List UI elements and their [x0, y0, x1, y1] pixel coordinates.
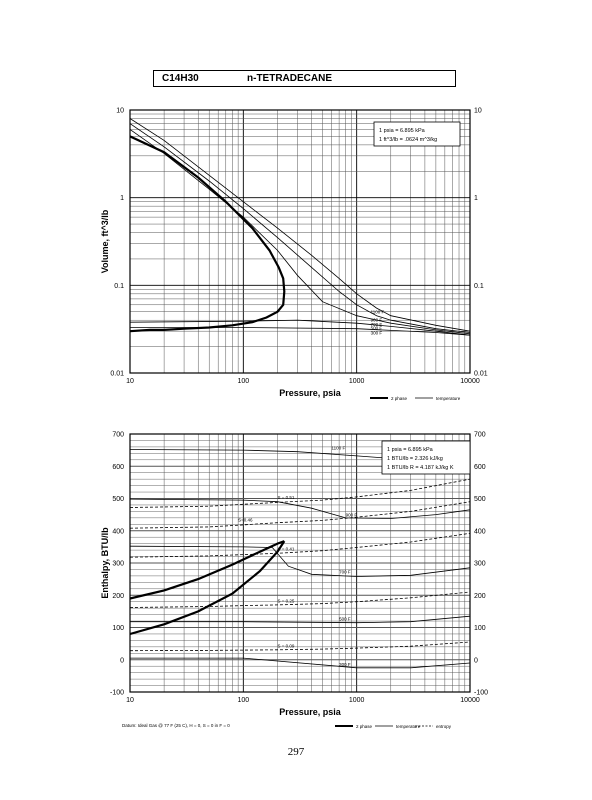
x-tick-label: 10000: [460, 697, 480, 704]
y-tick-label: 1: [120, 195, 124, 202]
series-500-f: [130, 615, 471, 624]
datum-footnote: Datum: Ideal Gas @ 77 F (25 C), H = 0, S…: [122, 723, 230, 728]
curve-label: 1100 F: [332, 446, 346, 451]
series-s-0-41: [129, 532, 471, 558]
x-axis-label: Pressure, psia: [279, 388, 342, 398]
y-tick-label: 100: [112, 625, 124, 632]
series-700-f: [129, 129, 471, 335]
series-2-phase-lower: [129, 540, 286, 636]
y-tick-label-right: 100: [474, 625, 486, 632]
series-300-f: [130, 657, 471, 669]
y-tick-label: 700: [112, 432, 124, 439]
y-tick-label-right: 600: [474, 464, 486, 471]
curve-label: S = 0.41: [277, 546, 294, 551]
chemical-formula: C14H30: [162, 73, 199, 84]
legend-label: temperature: [396, 724, 421, 729]
conversion-note-box: [381, 440, 471, 475]
y-tick-label-right: 10: [474, 108, 482, 115]
y-tick-label-right: 400: [474, 528, 486, 535]
y-tick-label-right: 500: [474, 496, 486, 503]
header-title-box: C14H30 n-TETRADECANE: [153, 70, 456, 87]
y-tick-label: 200: [112, 593, 124, 600]
series-1100-f: [129, 118, 471, 332]
y-tick-label: -100: [110, 690, 124, 697]
x-tick-label: 1000: [349, 697, 365, 704]
y-tick-label-right: -100: [474, 690, 488, 697]
series-300-f: [130, 327, 471, 336]
series-900-f: [129, 123, 471, 333]
y-tick-label: 300: [112, 561, 124, 568]
plot-frame: [129, 433, 471, 693]
series-2-phase-upper: [129, 540, 285, 600]
y-tick-label: 400: [112, 528, 124, 535]
conversion-note-line: 1 ft^3/lb = .0624 m^3/kg: [379, 137, 437, 143]
y-tick-label-right: 0: [474, 657, 478, 664]
legend-label: entropy: [436, 724, 452, 729]
legend-label: 2 phase: [356, 724, 373, 729]
page-number: 297: [287, 746, 305, 758]
series-700-f: [129, 545, 471, 577]
y-tick-label-right: 0.01: [474, 371, 488, 378]
y-tick-label-right: 0.1: [474, 283, 484, 290]
series-900-f: [129, 498, 471, 519]
y-tick-label-right: 700: [474, 432, 486, 439]
y-tick-label-right: 200: [474, 593, 486, 600]
series-2-phase: [129, 135, 286, 333]
y-tick-label-right: 300: [474, 561, 486, 568]
curve-label: S = 0.09: [277, 643, 294, 648]
conversion-note-line: 1 psia = 6.895 kPa: [387, 447, 434, 453]
curve-label: 1100 F: [371, 310, 385, 315]
plot-frame: [129, 109, 471, 374]
series-s-0-09: [129, 641, 471, 652]
curve-label: 300 F: [339, 662, 351, 667]
series-500-f: [129, 319, 471, 336]
y-tick-label: 0: [120, 657, 124, 664]
curve-label: S = 0.51: [277, 495, 294, 500]
curve-label: S = 0.25: [277, 598, 294, 603]
y-tick-label: 0.1: [114, 283, 124, 290]
series-s-0-25: [129, 591, 471, 608]
y-tick-label: 10: [116, 108, 124, 115]
conversion-note-line: 1 BTU/lb = 2.326 kJ/kg: [387, 456, 443, 462]
curve-label: S=0.46: [238, 518, 253, 523]
x-tick-label: 100: [237, 378, 249, 385]
conversion-note-box: [373, 121, 461, 147]
y-axis-label: Enthalpy, BTU/lb: [100, 527, 110, 599]
y-tick-label: 0.01: [110, 371, 124, 378]
x-tick-label: 10: [126, 697, 134, 704]
curve-label: 500 F: [339, 617, 351, 622]
series-s-0-46: [129, 501, 471, 529]
y-axis-label: Volume, ft^3/lb: [100, 209, 110, 273]
curve-label: 500 F: [371, 326, 383, 331]
curve-label: 300 F: [371, 330, 383, 335]
conversion-note-line: 1 psia = 6.895 kPa: [379, 128, 426, 134]
series-s-0-51: [129, 478, 471, 508]
x-tick-label: 10000: [460, 378, 480, 385]
compound-name: n-TETRADECANE: [247, 73, 332, 84]
x-axis-label: Pressure, psia: [279, 707, 342, 717]
curve-label: 900 F: [346, 512, 358, 517]
legend-label: 2 phase: [391, 396, 408, 401]
x-tick-label: 10: [126, 378, 134, 385]
grid-lines: [129, 110, 471, 374]
x-tick-label: 100: [237, 697, 249, 704]
y-tick-label: 600: [112, 464, 124, 471]
curve-label: 900 F: [371, 317, 383, 322]
curve-label: 700 F: [371, 322, 383, 327]
legend-label: temperature: [436, 396, 461, 401]
y-tick-label-right: 1: [474, 195, 478, 202]
x-tick-label: 1000: [349, 378, 365, 385]
conversion-note-line: 1 BTU/lb R = 4.187 kJ/kg K: [387, 465, 454, 471]
y-tick-label: 500: [112, 496, 124, 503]
curve-label: 700 F: [339, 569, 351, 574]
